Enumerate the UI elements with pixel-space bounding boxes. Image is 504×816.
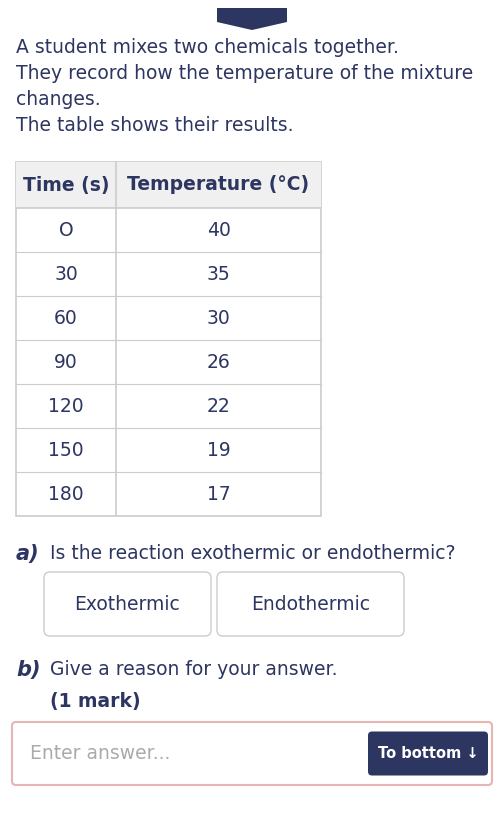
Text: Give a reason for your answer.: Give a reason for your answer. <box>50 660 338 679</box>
Text: Endothermic: Endothermic <box>251 595 370 614</box>
Text: Temperature (°C): Temperature (°C) <box>128 175 309 194</box>
Text: Exothermic: Exothermic <box>75 595 180 614</box>
Text: Enter answer...: Enter answer... <box>30 744 170 763</box>
Polygon shape <box>217 8 287 30</box>
Text: 22: 22 <box>207 397 230 415</box>
Text: 26: 26 <box>207 353 230 371</box>
Text: changes.: changes. <box>16 90 101 109</box>
Text: 180: 180 <box>48 485 84 503</box>
Bar <box>16 162 321 208</box>
FancyBboxPatch shape <box>12 722 492 785</box>
Text: (1 mark): (1 mark) <box>50 692 141 711</box>
Text: 120: 120 <box>48 397 84 415</box>
Text: 35: 35 <box>207 264 230 283</box>
Text: They record how the temperature of the mixture: They record how the temperature of the m… <box>16 64 473 83</box>
Text: A student mixes two chemicals together.: A student mixes two chemicals together. <box>16 38 399 57</box>
Text: O: O <box>58 220 73 240</box>
Text: 30: 30 <box>54 264 78 283</box>
Bar <box>16 162 321 516</box>
Text: 60: 60 <box>54 308 78 327</box>
FancyBboxPatch shape <box>368 731 488 775</box>
Text: Time (s): Time (s) <box>23 175 109 194</box>
Text: 40: 40 <box>207 220 230 240</box>
Text: 30: 30 <box>207 308 230 327</box>
Text: 19: 19 <box>207 441 230 459</box>
Text: a): a) <box>16 544 40 564</box>
FancyBboxPatch shape <box>217 572 404 636</box>
FancyBboxPatch shape <box>44 572 211 636</box>
Text: b): b) <box>16 660 40 680</box>
Text: 150: 150 <box>48 441 84 459</box>
Text: The table shows their results.: The table shows their results. <box>16 116 293 135</box>
Text: Is the reaction exothermic or endothermic?: Is the reaction exothermic or endothermi… <box>50 544 456 563</box>
Text: To bottom ↓: To bottom ↓ <box>377 746 478 761</box>
Text: 90: 90 <box>54 353 78 371</box>
Bar <box>16 162 321 208</box>
Text: 17: 17 <box>207 485 230 503</box>
